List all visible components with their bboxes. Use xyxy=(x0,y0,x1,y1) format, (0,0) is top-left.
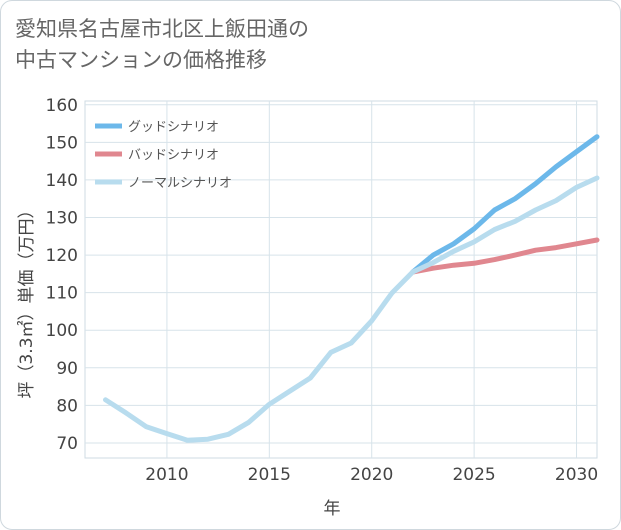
legend-label: バッドシナリオ xyxy=(128,148,219,163)
y-tick-label: 140 xyxy=(46,171,78,191)
y-tick-label: 120 xyxy=(46,246,78,266)
plot-area xyxy=(84,100,598,459)
chart-title: 愛知県名古屋市北区上飯田通の 中古マンションの価格推移 xyxy=(15,14,309,76)
y-tick-label: 90 xyxy=(56,359,78,379)
y-tick-label: 160 xyxy=(46,96,78,116)
series-line xyxy=(410,134,600,275)
x-axis-title: 年 xyxy=(324,499,341,519)
x-tick-label: 2015 xyxy=(248,465,291,485)
y-axis-title: 坪（3.3㎡）単価（万円） xyxy=(17,201,37,398)
y-tick-label: 100 xyxy=(46,321,78,341)
y-tick-label: 80 xyxy=(56,396,78,416)
series-line xyxy=(103,175,600,443)
y-tick-label: 70 xyxy=(56,434,78,454)
x-tick-label: 2025 xyxy=(452,465,495,485)
legend-label: ノーマルシナリオ xyxy=(128,176,232,191)
chart-title-line1: 愛知県名古屋市北区上飯田通の xyxy=(15,17,309,41)
series-line xyxy=(410,237,600,275)
y-tick-label: 150 xyxy=(46,133,78,153)
legend-label: グッドシナリオ xyxy=(128,120,219,135)
y-tick-label: 130 xyxy=(46,208,78,228)
x-tick-label: 2030 xyxy=(555,465,598,485)
x-tick-label: 2010 xyxy=(145,465,188,485)
x-tick-label: 2020 xyxy=(350,465,393,485)
chart-title-line2: 中古マンションの価格推移 xyxy=(15,48,267,72)
y-tick-label: 110 xyxy=(46,284,78,304)
